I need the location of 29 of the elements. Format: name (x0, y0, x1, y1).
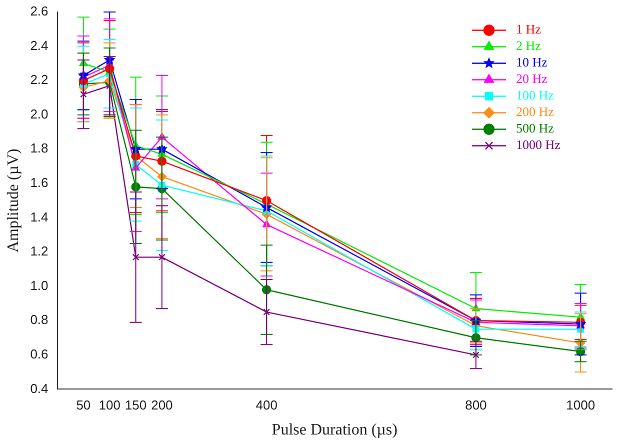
y-tick-label: 0.6 (30, 346, 48, 362)
y-tick-label: 1.0 (30, 278, 48, 293)
legend-label: 200 Hz (516, 104, 554, 120)
x-tick-label: 800 (465, 398, 487, 413)
y-tick-label: 0.4 (30, 380, 48, 396)
y-tick-label: 2.0 (30, 106, 48, 122)
x-tick-label: 150 (124, 398, 147, 413)
legend-label: 100 Hz (516, 88, 554, 103)
legend-label: 10 Hz (516, 54, 548, 70)
x-tick-label: 100 (98, 398, 120, 413)
legend-label: 1000 Hz (516, 137, 561, 152)
y-tick-label: 2.6 (30, 4, 48, 19)
y-tick-label: 0.8 (30, 312, 48, 328)
x-tick-label: 200 (151, 398, 173, 413)
x-tick-label: 400 (256, 398, 278, 413)
x-tick-label: 1000 (566, 398, 596, 413)
y-tick-label: 1.2 (30, 244, 48, 259)
legend-label: 1 Hz (516, 22, 542, 37)
y-tick-label: 2.4 (30, 38, 48, 53)
y-tick-label: 1.4 (30, 209, 48, 224)
x-tick-label: 50 (76, 398, 91, 413)
x-axis-title: Pulse Duration (µs) (272, 422, 398, 439)
y-axis-title: Amplitude (µV) (4, 148, 22, 253)
legend-label: 2 Hz (516, 38, 542, 54)
y-tick-label: 1.6 (30, 175, 48, 190)
legend-label: 500 Hz (516, 120, 554, 136)
y-tick-label: 2.2 (30, 72, 48, 88)
legend-label: 20 Hz (516, 71, 548, 86)
y-tick-label: 1.8 (30, 140, 48, 156)
